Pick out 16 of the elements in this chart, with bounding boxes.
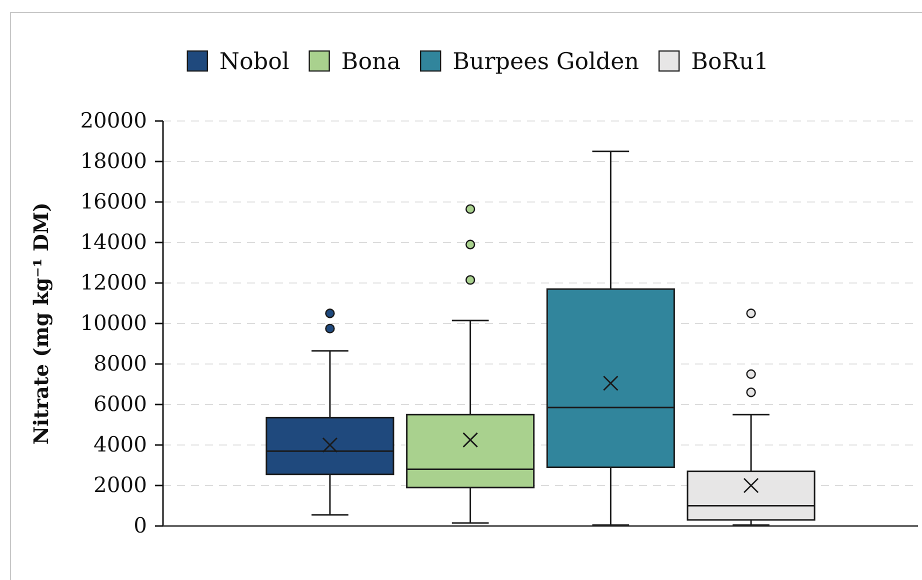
y-tick-label: 12000 bbox=[80, 270, 147, 295]
y-tick-label: 2000 bbox=[94, 473, 147, 498]
legend-label: BoRu1 bbox=[691, 49, 769, 75]
y-tick-label: 4000 bbox=[94, 432, 147, 457]
legend-label: Burpees Golden bbox=[452, 49, 640, 75]
y-tick-label: 10000 bbox=[80, 311, 147, 336]
y-tick-label: 6000 bbox=[94, 392, 147, 416]
legend-label: Nobol bbox=[219, 49, 290, 75]
y-tick-label: 20000 bbox=[80, 108, 147, 133]
y-tick-label: 16000 bbox=[80, 190, 147, 214]
y-tick-label: 0 bbox=[134, 514, 147, 538]
y-axis-title: Nitrate (mg kg⁻¹ DM) bbox=[29, 202, 53, 445]
y-tick-label: 8000 bbox=[94, 352, 147, 376]
y-tick-label: 14000 bbox=[80, 230, 147, 254]
y-tick-label: 18000 bbox=[80, 149, 147, 174]
legend-label: Bona bbox=[341, 49, 401, 75]
